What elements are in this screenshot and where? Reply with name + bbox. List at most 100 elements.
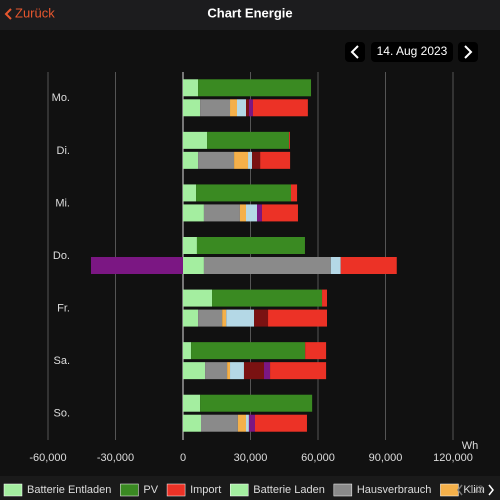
x-tick-label: 0 [180,452,186,464]
x-axis-label: Wh [462,440,479,452]
x-tick-label: 30,000 [234,452,268,464]
bar-segment [183,414,201,432]
bar-segment [198,309,223,327]
x-tick-label: -60,000 [29,452,66,464]
bar-segment [183,204,204,222]
legend-swatch[interactable] [230,483,249,497]
bar-segment [243,362,264,380]
bar-segment [196,184,291,202]
prev-icon [350,45,359,59]
bar-segment [252,99,308,117]
date-box[interactable] [371,42,453,62]
bar-segment [330,257,341,274]
legend-label[interactable]: Batterie Entladen [27,484,111,496]
y-tick-label: Fr. [57,302,70,314]
legend-label[interactable]: Batterie Laden [253,484,325,496]
page-title: Chart Energie [207,5,292,20]
bar-segment [203,204,240,222]
bar-segment [246,414,249,432]
bar-segment [246,204,258,222]
legend-label[interactable]: Hausverbrauch [357,484,432,496]
legend-swatch[interactable] [3,483,23,497]
bar-segment [200,394,313,412]
legend-label[interactable]: Import [190,484,221,496]
back-icon[interactable] [4,8,12,20]
bar-segment [254,309,269,327]
bar-segment [183,99,201,117]
bar-segment [248,151,253,169]
bar-segment [255,414,307,432]
bar-segment [212,289,323,307]
bar-segment [205,362,228,380]
y-tick-label: Mo. [52,92,70,104]
bar-segment [248,99,253,117]
bar-segment [191,342,306,360]
bar-segment [252,151,261,169]
bar-segment [198,151,235,169]
bar-segment [237,99,246,117]
x-tick-label: 60,000 [301,452,335,464]
legend-swatch[interactable] [166,483,186,497]
y-tick-label: Di. [57,145,70,157]
next-button[interactable] [458,42,478,62]
bar-segment [260,151,291,169]
x-tick-label: -30,000 [97,452,134,464]
bar-segment [183,151,199,169]
bar-segment [183,394,201,412]
bar-segment [230,362,244,380]
next-icon [464,45,473,59]
bar-segment [291,184,298,202]
bar-segment [183,184,197,202]
y-tick-label: Mi. [55,197,70,209]
bar-segment [198,79,312,97]
bar-segment [227,362,231,380]
bar-segment [237,414,246,432]
y-tick-label: Do. [53,250,70,262]
date: 14. Aug 2023 [377,44,448,58]
legend-swatch[interactable] [440,483,459,497]
bar-segment [270,362,327,380]
bar-segment [226,309,255,327]
bar-segment [246,99,249,117]
legend-swatch[interactable] [120,483,139,497]
legend-page: 1/3 [468,484,483,496]
legend-next[interactable] [488,484,494,496]
legend-label[interactable]: PV [143,484,158,496]
legend-prev[interactable] [457,484,463,496]
back-button[interactable]: Zurück [15,5,55,20]
bar-segment [183,257,204,274]
bar-segment [90,257,183,274]
nav-bar [0,0,500,30]
bar-segment [196,237,305,254]
bar-segment [248,414,255,432]
bar-segment [305,342,327,360]
bar-segment [183,309,199,327]
bar-segment [257,204,262,222]
prev-button[interactable] [345,42,365,62]
bar-segment [183,131,208,149]
x-tick-label: 120,000 [433,452,473,464]
bar-segment [183,289,213,307]
bar-segment [207,131,289,149]
bar-segment [183,237,197,254]
bar-segment [203,257,331,274]
bar-segment [201,414,238,432]
bar-segment [183,342,192,360]
bar-segment [268,309,327,327]
bar-segment [222,309,227,327]
legend-label[interactable]: Klim [463,484,484,496]
x-tick-label: 90,000 [369,452,403,464]
bar-segment [183,79,199,97]
bar-segment [261,204,298,222]
y-tick-label: Sa. [53,355,70,367]
bar-segment [322,289,327,307]
bar-segment [239,204,246,222]
bar-segment [264,362,271,380]
bar-segment [288,131,290,149]
bar-segment [230,99,237,117]
bar-segment [200,99,231,117]
bar-segment [234,151,249,169]
legend-bar [0,476,500,500]
legend-swatch[interactable] [333,483,353,497]
